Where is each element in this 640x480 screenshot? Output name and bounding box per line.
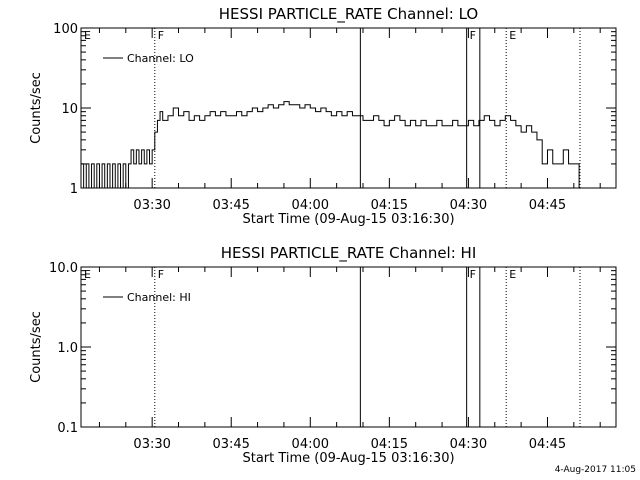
hi-flag-label: E [84, 268, 91, 281]
lo-y-tick-label: 10 [61, 102, 78, 117]
hi-y-tick-label: 10.0 [49, 261, 78, 276]
hi-x-tick-label: 04:00 [292, 437, 329, 452]
hi-flag-label: E [509, 268, 516, 281]
lo-y-axis-label: Counts/sec [29, 72, 44, 144]
hi-y-tick-label: 0.1 [57, 421, 78, 436]
hi-x-tick-label: 03:45 [212, 437, 249, 452]
lo-chart-title: HESSI PARTICLE_RATE Channel: LO [219, 5, 478, 24]
hi-x-tick-label: 04:15 [371, 437, 408, 452]
lo-channel-panel: HESSI PARTICLE_RATE Channel: LO 1 10 100 03:… [29, 5, 617, 227]
lo-x-tick-label: 04:30 [450, 198, 487, 213]
lo-x-tick-label: 03:30 [133, 198, 170, 213]
lo-y-tick-label: 1 [70, 182, 78, 197]
hi-y-axis-label: Counts/sec [29, 311, 44, 383]
lo-flag-label: F [158, 29, 164, 42]
lo-x-tick-label: 04:00 [292, 198, 329, 213]
hi-x-tick-label: 04:45 [529, 437, 566, 452]
lo-flag-label: E [84, 29, 91, 42]
hi-flag-label: F [158, 268, 164, 281]
lo-flag-label: E [509, 29, 516, 42]
hi-y-tick-label: 1.0 [57, 341, 78, 356]
hi-flag-label: F [470, 268, 476, 281]
hi-x-axis-label: Start Time (09-Aug-15 03:16:30) [242, 451, 454, 466]
hi-x-tick-label: 03:30 [133, 437, 170, 452]
hi-x-tick-label: 04:30 [450, 437, 487, 452]
hi-legend-label: Channel: HI [127, 291, 191, 304]
footer-date: 4-Aug-2017 11:05 [554, 465, 636, 475]
lo-series-line [81, 101, 585, 189]
lo-flag-label: F [470, 29, 476, 42]
lo-x-tick-label: 03:45 [212, 198, 249, 213]
lo-x-axis-label: Start Time (09-Aug-15 03:16:30) [242, 212, 454, 227]
lo-x-tick-label: 04:45 [529, 198, 566, 213]
hi-chart-title: HESSI PARTICLE_RATE Channel: HI [221, 244, 477, 263]
hi-channel-panel: HESSI PARTICLE_RATE Channel: HI 0.1 1.0 10.… [29, 244, 617, 466]
lo-x-tick-label: 04:15 [371, 198, 408, 213]
lo-y-tick-label: 100 [53, 22, 78, 37]
lo-legend-label: Channel: LO [127, 52, 194, 65]
